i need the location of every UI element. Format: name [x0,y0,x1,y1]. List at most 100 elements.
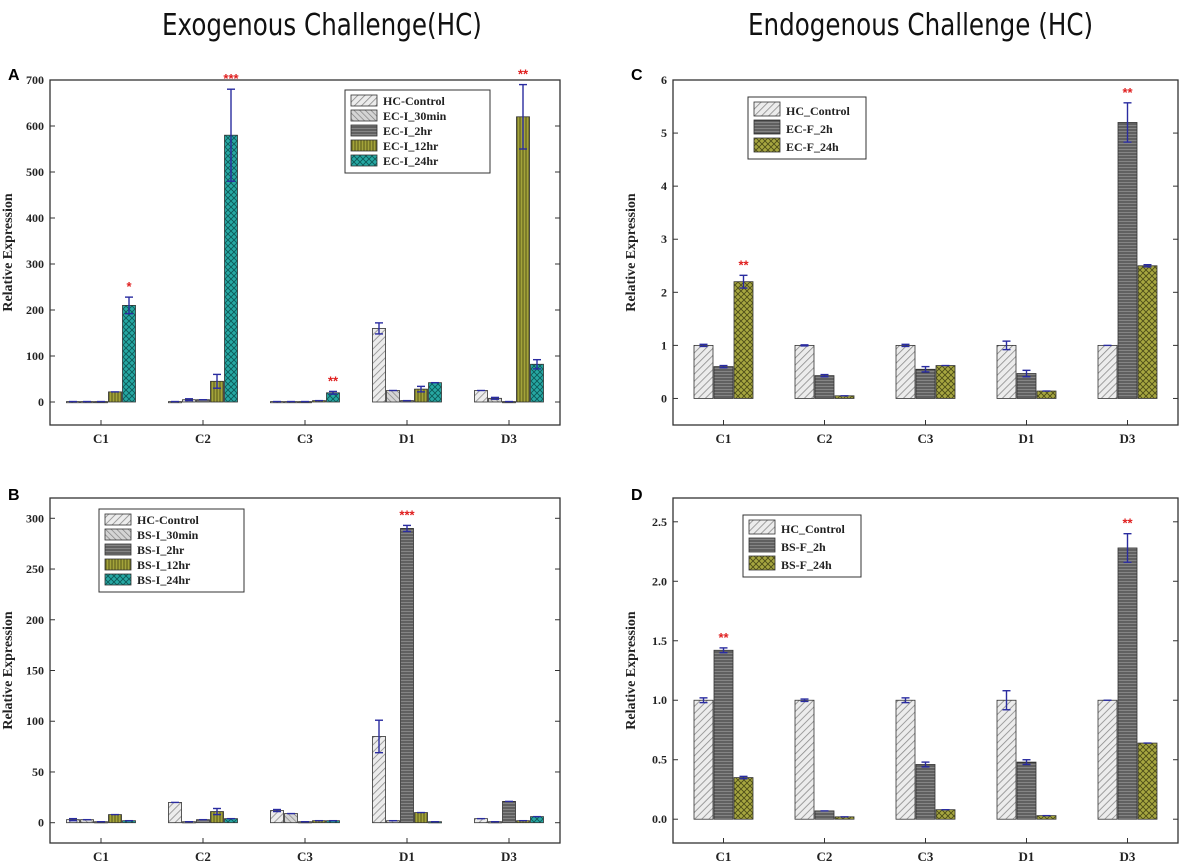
y-tick-label: 250 [26,562,44,576]
y-tick-label: 0 [38,395,44,409]
y-tick-label: 400 [26,211,44,225]
bar [996,699,1017,820]
x-tick-label: D1 [399,849,415,862]
x-tick-label: C3 [918,849,934,862]
bar [108,391,122,403]
legend-swatch [350,109,378,122]
bar [895,344,916,399]
x-tick-label: D3 [1120,431,1136,446]
bar [794,344,815,399]
bar [814,810,835,820]
legend-label: HC_Control [786,104,850,118]
bar [996,344,1017,399]
bar [915,764,936,820]
legend-swatch [104,513,132,526]
significance-marker: ** [718,630,729,645]
y-tick-label: 6 [661,73,667,87]
bar [814,375,835,399]
bar [168,802,182,824]
bar [1036,390,1057,399]
y-tick-label: 200 [26,303,44,317]
x-tick-label: C3 [297,849,313,862]
x-tick-label: D1 [399,431,415,446]
bar [122,304,136,403]
bar [1097,699,1118,820]
bar [895,699,916,820]
legend-swatch [104,558,132,571]
legend-swatch [748,555,776,571]
significance-marker: ** [1122,516,1133,531]
legend-label: HC_Control [781,522,845,536]
y-tick-label: 500 [26,165,44,179]
bar [935,365,956,399]
legend-label: EC-I_24hr [383,154,439,168]
bar [915,368,936,399]
y-tick-label: 0 [661,391,667,405]
panel-label: B [8,487,20,504]
bar [530,363,544,403]
x-tick-label: C3 [297,431,313,446]
y-tick-label: 600 [26,119,44,133]
bar [516,116,530,403]
y-tick-label: 300 [26,257,44,271]
legend-swatch [748,519,776,535]
bar [428,382,442,403]
y-tick-label: 0.0 [652,812,667,826]
y-tick-label: 3 [661,232,667,246]
y-tick-label: 700 [26,73,44,87]
y-tick-label: 100 [26,349,44,363]
legend-label: EC-F_24h [786,140,839,154]
left-section-title: Exogenous Challenge(HC) [162,8,482,43]
legend-swatch [104,543,132,556]
legend-label: EC-I_30min [383,109,447,123]
panel-b-chart: B 0 50 100 150 200 250 300 Relative Expression C1… [1,487,561,862]
significance-marker: *** [399,507,415,522]
legend-swatch [350,94,378,107]
x-tick-label: D3 [1120,849,1136,862]
x-tick-label: C1 [93,431,109,446]
legend-swatch [753,101,781,117]
legend-swatch [748,537,776,553]
x-tick-label: D3 [501,431,517,446]
y-tick-label: 2.0 [652,574,667,588]
x-tick-label: C2 [195,849,211,862]
legend-label: BS-I_24hr [137,573,191,587]
legend-swatch [104,573,132,586]
y-axis-label: Relative Expression [624,611,639,730]
y-tick-label: 150 [26,664,44,678]
x-tick-label: C3 [918,431,934,446]
bar [400,528,414,824]
bar [693,344,714,399]
y-tick-label: 4 [661,179,667,193]
x-tick-label: C2 [817,849,833,862]
y-tick-label: 0 [38,816,44,830]
legend-label: BS-I_12hr [137,558,191,572]
legend-swatch [104,528,132,541]
legend-label: HC-Control [383,94,445,108]
y-axis-label: Relative Expression [1,193,16,312]
legend-swatch [753,119,781,135]
bar [713,649,734,820]
panel-label: A [8,67,20,84]
bar [270,810,284,824]
bar [414,812,428,824]
legend-swatch [350,139,378,152]
y-tick-label: 50 [32,765,44,779]
x-tick-label: D1 [1019,431,1035,446]
legend-label: EC-I_12hr [383,139,439,153]
significance-marker: ** [738,257,749,272]
bar [502,800,516,824]
significance-marker: ** [1122,85,1133,100]
y-tick-label: 2 [661,285,667,299]
legend-label: EC-F_2h [786,122,833,136]
bar [1097,344,1118,399]
x-tick-label: C1 [716,431,732,446]
y-tick-label: 1.5 [652,634,667,648]
bar [386,390,400,403]
x-tick-label: D1 [1019,849,1035,862]
legend-label: BS-F_2h [781,540,826,554]
panel-a-chart: A 0 100 200 300 400 500 600 700 Relative Expressi… [1,67,561,446]
panel-c-chart: C 0 1 2 3 4 5 6 Relative Expression C1 ** C2 C3 D1 D3 *… [624,67,1179,446]
bar [1016,761,1037,820]
bar [530,816,544,824]
